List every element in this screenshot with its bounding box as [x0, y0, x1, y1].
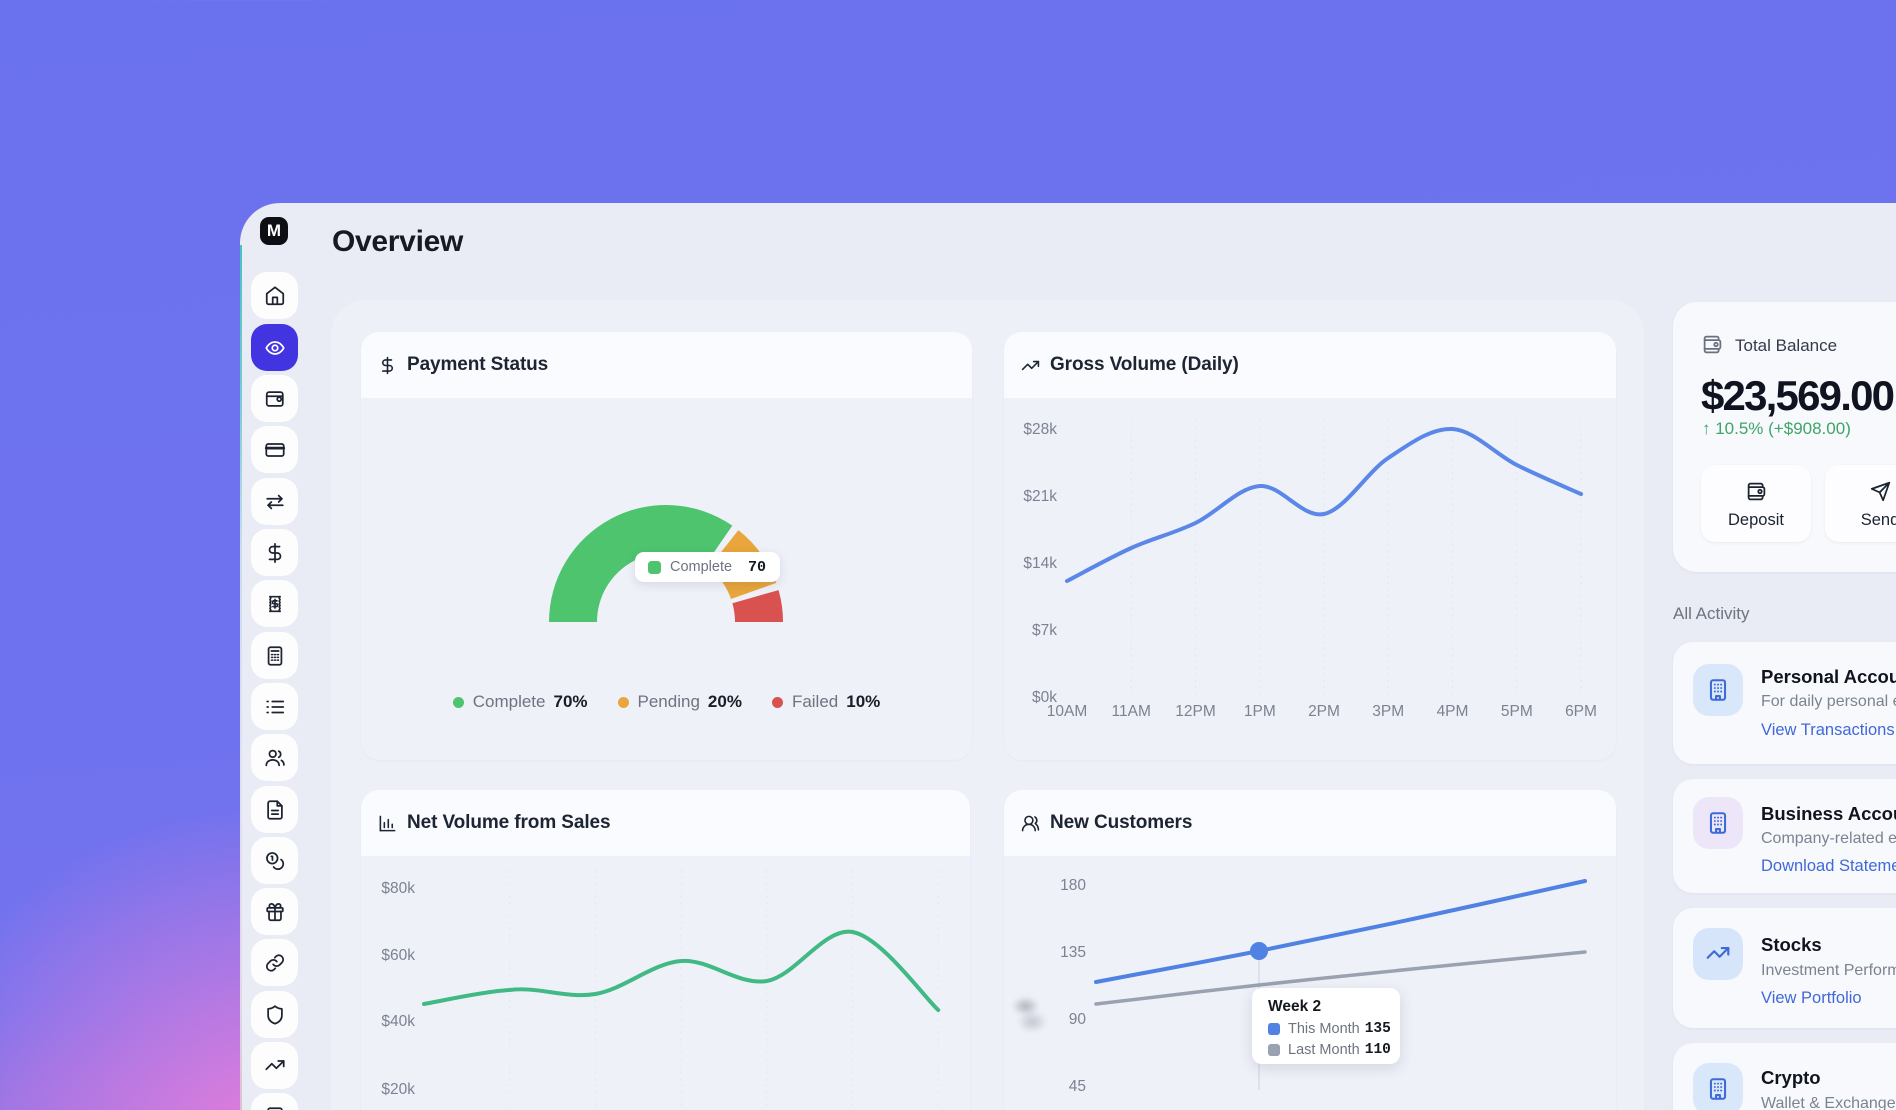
svg-text:10AM: 10AM — [1047, 703, 1088, 720]
svg-text:180: 180 — [1060, 877, 1086, 894]
svg-text:$21k: $21k — [1023, 488, 1057, 505]
svg-text:1PM: 1PM — [1244, 703, 1276, 720]
svg-text:5PM: 5PM — [1501, 703, 1533, 720]
svg-text:11AM: 11AM — [1112, 703, 1151, 720]
svg-text:12PM: 12PM — [1175, 703, 1216, 720]
svg-text:$7k: $7k — [1032, 622, 1057, 639]
svg-text:$80k: $80k — [381, 880, 415, 897]
svg-text:$28k: $28k — [1023, 421, 1057, 438]
svg-text:$60k: $60k — [381, 947, 415, 964]
svg-text:4PM: 4PM — [1437, 703, 1469, 720]
svg-text:90: 90 — [1069, 1011, 1087, 1028]
svg-text:$0k: $0k — [1032, 689, 1057, 706]
svg-text:3PM: 3PM — [1372, 703, 1404, 720]
svg-text:135: 135 — [1060, 944, 1086, 961]
svg-text:$14k: $14k — [1023, 555, 1057, 572]
svg-text:$40k: $40k — [381, 1013, 415, 1030]
svg-text:2PM: 2PM — [1308, 703, 1340, 720]
svg-text:6PM: 6PM — [1565, 703, 1597, 720]
svg-text:$20k: $20k — [381, 1081, 415, 1098]
svg-text:45: 45 — [1069, 1078, 1086, 1095]
